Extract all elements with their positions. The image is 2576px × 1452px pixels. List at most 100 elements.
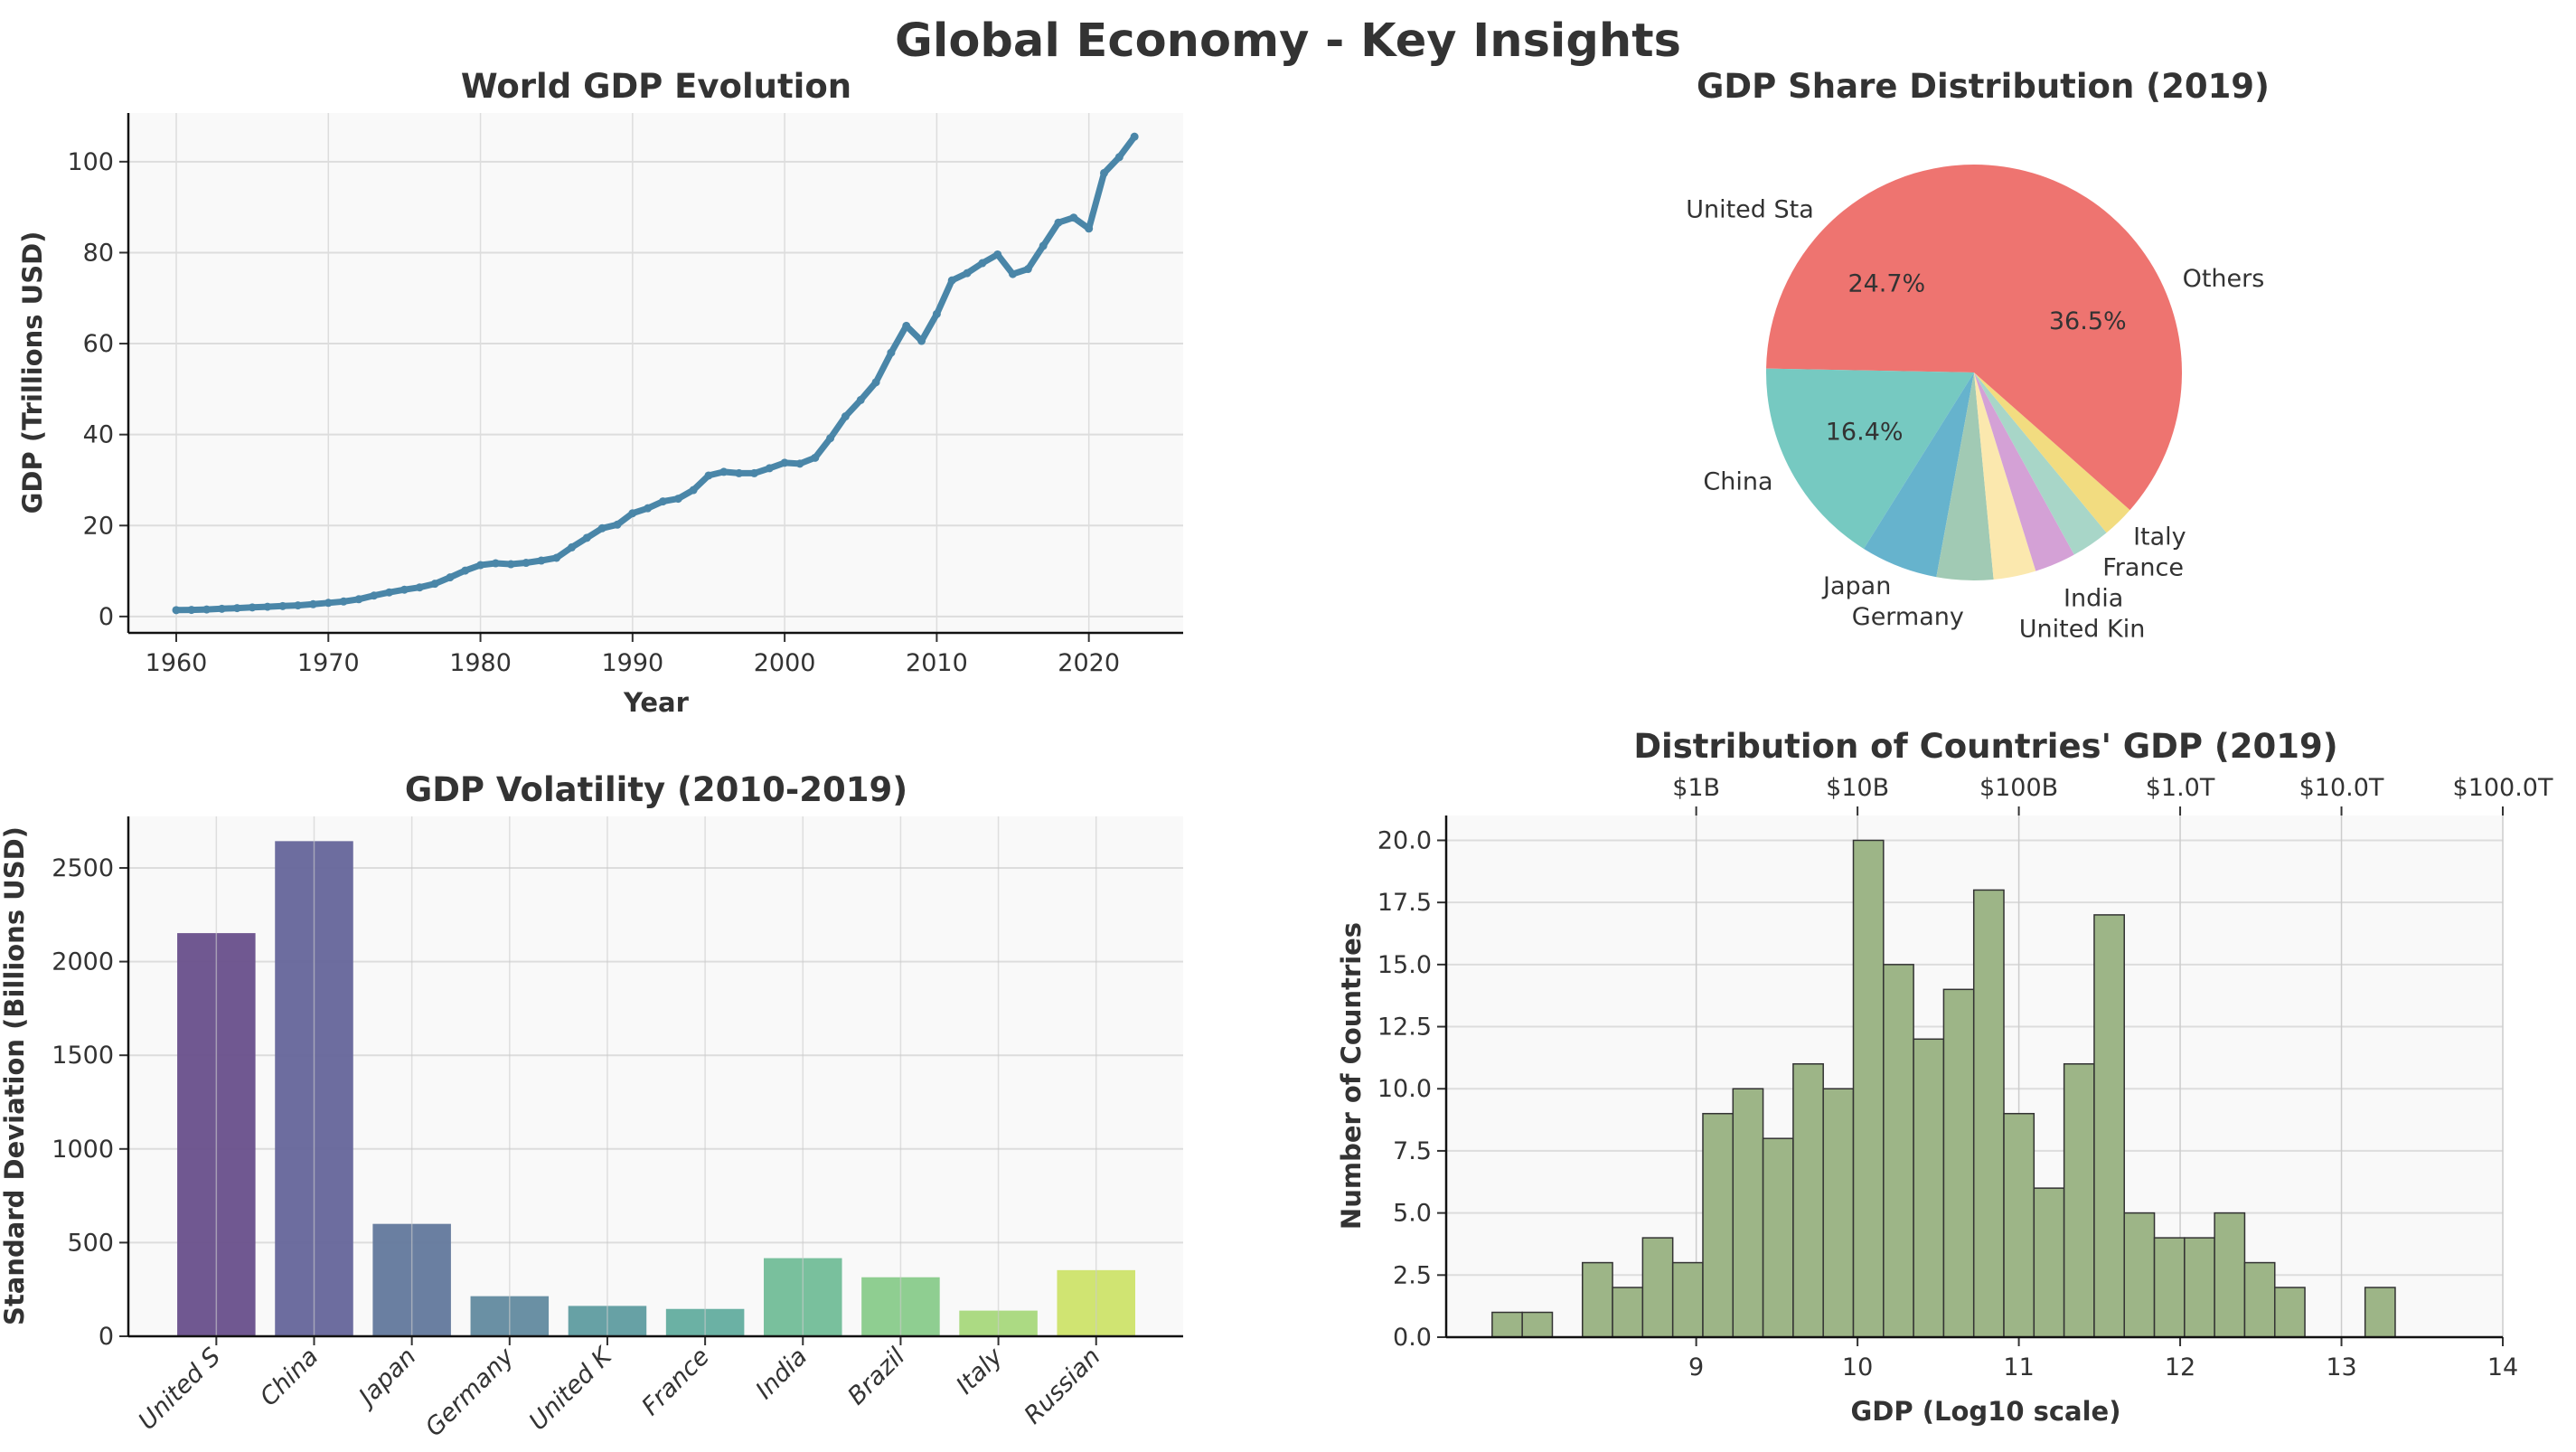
bar-chart-ylabel: Standard Deviation (Billions USD) <box>0 826 30 1325</box>
gdp-data-point <box>826 434 835 443</box>
gdp-data-point <box>628 509 637 518</box>
histogram-bar <box>1792 1063 1824 1338</box>
x-tick-label: 12 <box>2165 1353 2195 1381</box>
pie-slice-label: United Kin <box>2019 616 2146 644</box>
pie-slice-percent: 24.7% <box>1847 270 1925 298</box>
gdp-data-point <box>704 471 713 480</box>
pie-slice <box>1974 372 2074 571</box>
gdp-data-point <box>887 348 896 357</box>
x-tick-label: 1980 <box>449 649 512 677</box>
x-tick-label: 14 <box>2487 1353 2518 1381</box>
gdp-data-point <box>719 467 729 476</box>
pie-slice-percent: 36.5% <box>2049 307 2127 335</box>
x-tick-label: Japan <box>351 1343 422 1414</box>
histogram-bar <box>2153 1237 2186 1338</box>
pie-slice-label: China <box>1703 467 1772 495</box>
histogram-bar <box>1942 988 1975 1338</box>
gdp-data-point <box>795 459 804 468</box>
gdp-data-point <box>491 559 500 568</box>
histogram-bar <box>1913 1038 1945 1338</box>
gdp-data-point <box>202 605 212 614</box>
y-tick-label: 0.0 <box>1393 1324 1432 1352</box>
gdp-data-point <box>248 603 257 612</box>
histogram-bar <box>1671 1261 1704 1338</box>
histogram-bar <box>2033 1187 2065 1338</box>
pie-slice-label: Japan <box>1821 572 1891 600</box>
histogram-bar <box>2063 1063 2095 1338</box>
x-tick-label: 1990 <box>601 649 663 677</box>
x-tick-label: 2010 <box>906 649 968 677</box>
x-tick-label: United S <box>133 1343 226 1436</box>
histogram-bar <box>2093 914 2125 1338</box>
gdp-data-point <box>232 604 241 613</box>
gdp-data-point <box>217 604 226 613</box>
pie-slice <box>1974 372 2130 533</box>
gdp-data-point <box>947 276 956 285</box>
y-tick-label: 12.5 <box>1377 1014 1432 1042</box>
y-tick-label: 100 <box>67 148 114 176</box>
gdp-series-line <box>175 135 1138 614</box>
histogram-bar <box>1521 1311 1554 1338</box>
y-tick-label: 15.0 <box>1377 951 1432 979</box>
pie-slice <box>1974 165 2182 511</box>
pie-slice <box>1936 372 1994 580</box>
bar-chart: 0 500 1000 1500 2000 2500 United S China JapanGe… <box>52 816 1183 1442</box>
gdp-data-point <box>1023 265 1032 274</box>
gdp-data-point <box>1039 241 1048 250</box>
pie-slice-label: India <box>2064 585 2123 613</box>
x-tick-label: United K <box>524 1341 619 1436</box>
y-tick-label: 0 <box>99 603 114 631</box>
gdp-data-point <box>749 468 758 477</box>
gdp-data-point <box>1130 132 1139 141</box>
y-tick-label: 20.0 <box>1377 826 1432 854</box>
histogram-bar <box>2273 1287 2306 1338</box>
gdp-data-point <box>1009 269 1018 278</box>
top-axis-tick-label: $10.0T <box>2299 774 2384 802</box>
histogram-bar <box>2123 1212 2156 1338</box>
x-tick-label: 11 <box>2003 1353 2034 1381</box>
top-axis-tick-label: $100.0T <box>2453 774 2553 802</box>
gdp-data-point <box>552 553 561 562</box>
gdp-data-point <box>917 336 926 345</box>
y-tick-label: 60 <box>83 330 114 358</box>
histogram-bar <box>1491 1311 1523 1338</box>
x-tick-label: 13 <box>2326 1353 2356 1381</box>
gdp-data-point <box>568 542 577 552</box>
x-tick-label: Germany <box>420 1342 521 1442</box>
histogram-bar <box>2364 1287 2396 1338</box>
x-tick-label: 2020 <box>1058 649 1120 677</box>
bar-chart-title: GDP Volatility (2010-2019) <box>405 770 907 809</box>
y-tick-label: 500 <box>67 1229 114 1257</box>
gdp-data-point <box>522 559 531 568</box>
top-axis-tick-label: $10B <box>1826 774 1889 802</box>
x-tick-label: 10 <box>1842 1353 1873 1381</box>
gdp-data-point <box>856 395 865 404</box>
gdp-data-point <box>811 453 820 462</box>
histogram-bar <box>1822 1088 1855 1338</box>
x-tick-label: France <box>636 1343 715 1421</box>
gdp-data-point <box>613 520 622 529</box>
gdp-data-point <box>780 458 789 467</box>
x-tick-label: India <box>750 1343 813 1405</box>
pie-slice <box>1766 165 1974 372</box>
gdp-data-point <box>339 597 348 606</box>
gdp-data-point <box>278 601 287 610</box>
gdp-data-point <box>506 560 515 569</box>
x-tick-label: 1970 <box>297 649 360 677</box>
pie-slice-label: Germany <box>1852 603 1964 631</box>
gdp-data-point <box>415 583 424 592</box>
histogram-ylabel: Number of Countries <box>1336 922 1367 1230</box>
y-tick-label: 5.0 <box>1393 1200 1432 1228</box>
y-tick-label: 0 <box>99 1323 114 1351</box>
histogram-bar <box>1641 1237 1674 1338</box>
y-tick-label: 17.5 <box>1377 889 1432 917</box>
x-tick-label: 9 <box>1688 1353 1704 1381</box>
gdp-data-point <box>385 588 394 597</box>
histogram-bar <box>2184 1237 2215 1338</box>
gdp-data-point <box>1099 168 1108 177</box>
gdp-data-point <box>932 309 941 318</box>
gdp-data-point <box>689 486 698 495</box>
gdp-data-point <box>446 573 455 582</box>
y-tick-label: 2000 <box>52 948 114 976</box>
pie-slice <box>1766 368 1974 549</box>
